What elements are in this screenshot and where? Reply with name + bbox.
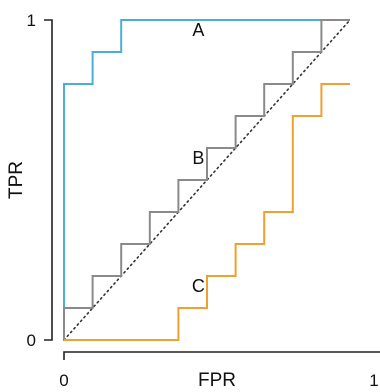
y-axis-label: TPR xyxy=(6,161,27,199)
series-label-c: C xyxy=(192,276,205,296)
y-tick-label-1: 1 xyxy=(27,11,36,30)
x-axis-label: FPR xyxy=(198,370,236,391)
x-tick-label-1: 1 xyxy=(369,371,378,390)
series-layer xyxy=(63,19,351,341)
series-line-a xyxy=(63,19,350,340)
x-axis xyxy=(63,351,380,360)
series-label-b: B xyxy=(192,148,204,168)
series-label-a: A xyxy=(192,20,204,40)
series-line-c xyxy=(64,83,350,341)
x-tick-label-0: 0 xyxy=(59,371,68,390)
series-line-b xyxy=(63,19,350,340)
axes-layer xyxy=(44,19,380,360)
y-tick-label-0: 0 xyxy=(27,331,36,350)
y-axis xyxy=(44,19,53,341)
labels-layer: 0 1 0 1 FPR TPR A B C xyxy=(6,11,379,391)
